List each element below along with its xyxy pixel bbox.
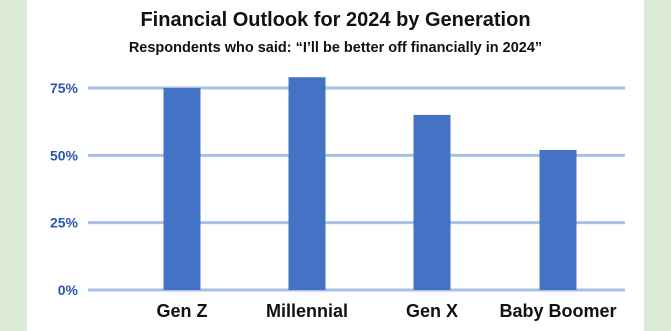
chart-title: Financial Outlook for 2024 by Generation	[140, 9, 531, 31]
chart-subtitle: Respondents who said: “I’ll be better of…	[128, 40, 543, 56]
bar	[288, 77, 326, 290]
y-tick-label: 50%	[50, 147, 79, 163]
bar	[413, 114, 451, 290]
x-category-label: Baby Boomer	[499, 301, 616, 321]
y-tick-label: 0%	[58, 282, 79, 298]
y-axis-ticks: 0% 25% 50% 75%	[50, 80, 79, 298]
bar	[163, 88, 201, 290]
x-axis-categories: Gen Z Millennial Gen X Baby Boomer	[156, 301, 616, 321]
bars	[163, 77, 577, 290]
y-tick-label: 75%	[50, 80, 79, 96]
x-category-label: Gen Z	[156, 301, 207, 321]
x-category-label: Gen X	[406, 301, 458, 321]
x-category-label: Millennial	[266, 301, 348, 321]
y-tick-label: 25%	[50, 215, 79, 231]
bar	[539, 149, 577, 290]
